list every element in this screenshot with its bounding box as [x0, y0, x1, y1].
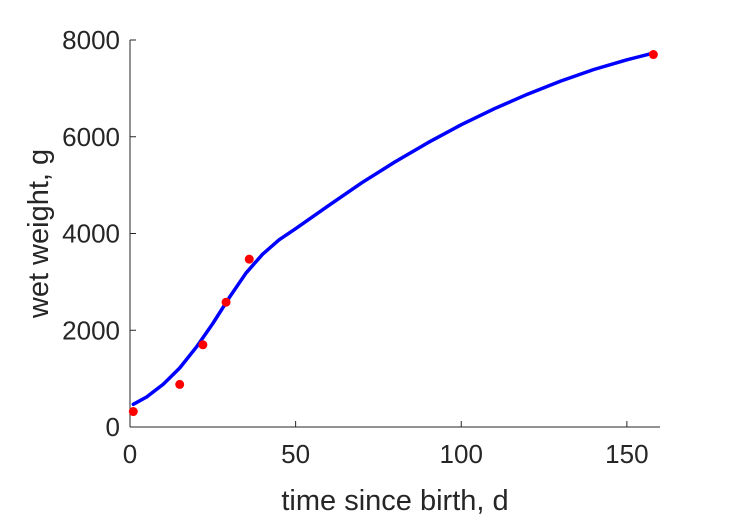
y-tick-label: 4000: [62, 219, 120, 249]
series-layer: [128, 50, 658, 417]
data-point: [221, 297, 231, 307]
fit-curve: [131, 51, 656, 407]
x-tick-label: 100: [440, 439, 483, 469]
data-point: [175, 379, 185, 389]
y-ticks: 0 2000 4000 6000 8000: [62, 25, 136, 442]
y-axis-label: wet weight, g: [23, 149, 55, 319]
y-tick-label: 8000: [62, 25, 120, 55]
data-point: [128, 407, 138, 417]
axes: 0 2000 4000 6000 8000 0 50 100 150: [62, 25, 660, 469]
data-point: [244, 254, 254, 264]
data-point: [198, 340, 208, 350]
x-tick-label: 50: [281, 439, 310, 469]
x-tick-label: 150: [605, 439, 648, 469]
x-ticks: 0 50 100 150: [123, 421, 649, 469]
y-tick-label: 0: [106, 412, 120, 442]
data-point: [648, 50, 658, 60]
y-tick-label: 6000: [62, 122, 120, 152]
y-tick-label: 2000: [62, 315, 120, 345]
x-axis-label: time since birth, d: [281, 485, 508, 517]
x-tick-label: 0: [123, 439, 137, 469]
